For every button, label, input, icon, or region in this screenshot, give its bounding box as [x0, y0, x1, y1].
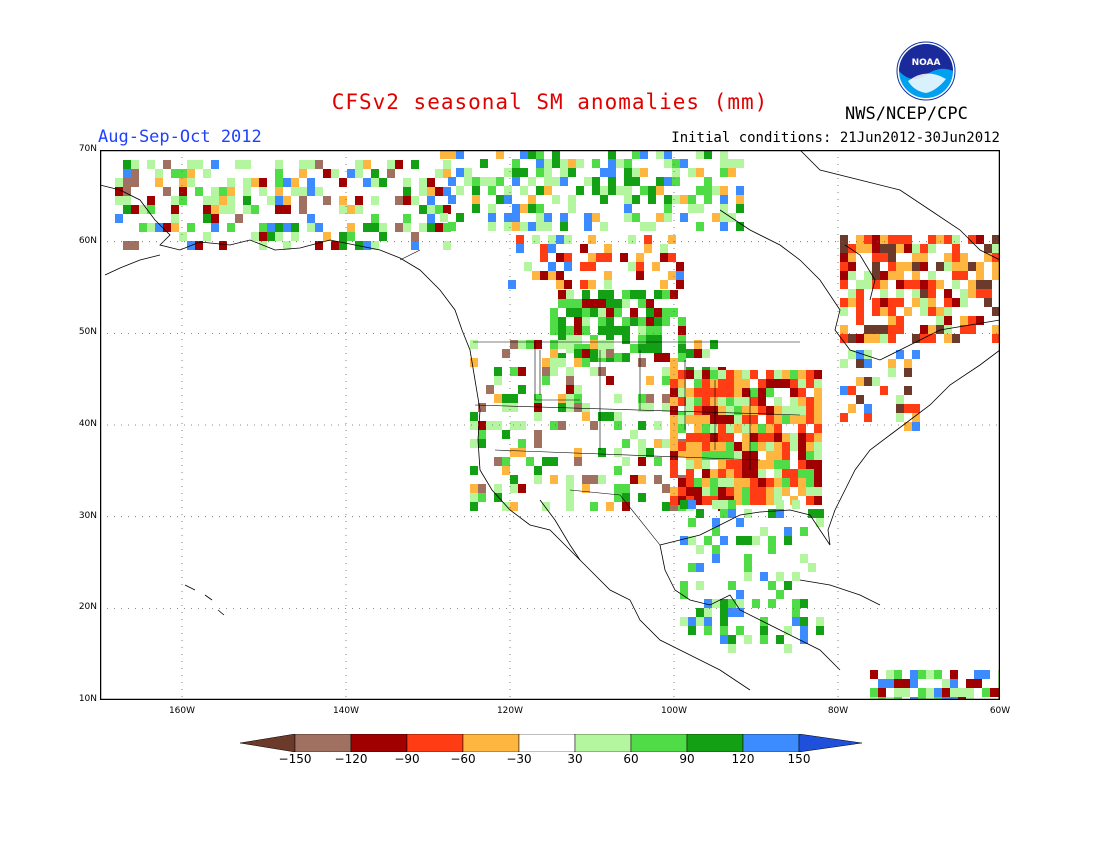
colorbar-segment — [686, 734, 744, 752]
coastlines — [100, 150, 1000, 691]
colorbar-tick-label: −150 — [278, 752, 312, 766]
colorbar — [240, 734, 862, 752]
colorbar-tick-label: 30 — [567, 752, 583, 766]
lat-label: 10N — [78, 694, 97, 705]
lon-label: 80W — [827, 706, 849, 716]
initial-conditions-label: Initial conditions: 21Jun2012-30Jun2012 — [671, 130, 1000, 146]
colorbar-tick-label: −120 — [334, 752, 368, 766]
colorbar-segment — [574, 734, 632, 752]
lon-label: 100W — [660, 706, 688, 716]
colorbar-segment — [462, 734, 520, 752]
map-frame — [100, 150, 1000, 700]
lat-label: 40N — [78, 419, 97, 429]
lon-label: 60W — [989, 706, 1011, 716]
colorbar-segment — [742, 734, 800, 752]
season-label: Aug-Sep-Oct 2012 — [98, 127, 262, 147]
anomaly-map — [100, 150, 1000, 700]
colorbar-tick-label: 150 — [787, 752, 811, 766]
lat-label: 60N — [78, 235, 97, 246]
anomaly-cells — [115, 150, 1000, 700]
lon-label: 120W — [496, 706, 524, 716]
noaa-logo: NOAA — [896, 41, 956, 101]
colorbar-tick-label: −30 — [506, 752, 532, 766]
political-borders — [399, 249, 801, 546]
colorbar-segment — [294, 734, 352, 752]
lat-label: 30N — [78, 510, 97, 521]
agency-label: NWS/NCEP/CPC — [845, 104, 968, 124]
colorbar-segment — [240, 734, 296, 752]
colorbar-tick-label: 90 — [679, 752, 695, 766]
map-title: CFSv2 seasonal SM anomalies (mm) — [331, 90, 769, 114]
colorbar-tick-label: 60 — [623, 752, 639, 766]
colorbar-segment — [406, 734, 464, 752]
graticule — [100, 150, 1000, 700]
logo-text: NOAA — [912, 58, 941, 68]
colorbar-segment — [518, 734, 576, 752]
colorbar-segment — [630, 734, 688, 752]
colorbar-tick-label: 120 — [731, 752, 755, 766]
lat-label: 20N — [78, 602, 97, 613]
colorbar-segment — [798, 734, 862, 752]
colorbar-tick-label: −90 — [394, 752, 420, 766]
lat-label: 50N — [78, 327, 97, 338]
colorbar-segment — [350, 734, 408, 752]
lon-label: 160W — [168, 706, 196, 716]
lon-label: 140W — [332, 706, 360, 716]
lat-label: 70N — [78, 144, 97, 154]
colorbar-tick-label: −60 — [450, 752, 476, 766]
